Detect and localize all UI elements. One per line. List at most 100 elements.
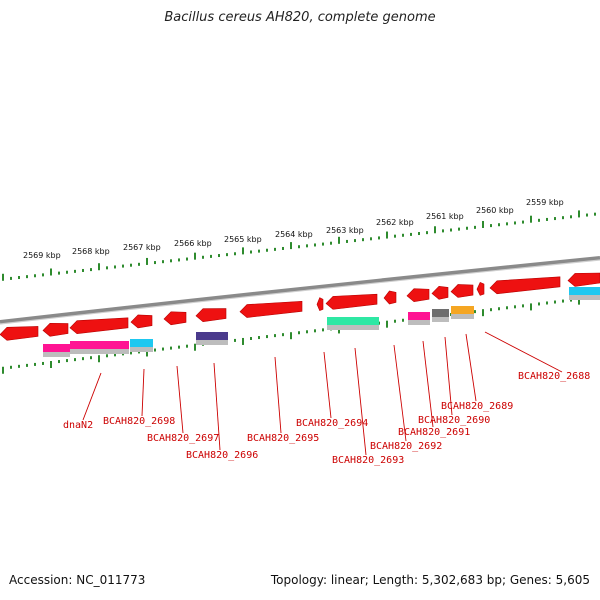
outer-tick: [418, 232, 420, 236]
outer-tick: [354, 239, 356, 243]
gene-label: BCAH820_2696: [186, 450, 258, 461]
leader-line: [82, 372, 102, 421]
inner-tick: [234, 338, 236, 342]
inner-tick: [74, 358, 76, 362]
outer-tick: [122, 264, 124, 268]
gene-arrow[interactable]: [406, 288, 430, 302]
outer-tick: [66, 270, 68, 274]
outer-tick: [42, 273, 44, 277]
inner-tick: [266, 335, 268, 339]
outer-tick-track: [2, 210, 596, 281]
topology-text: Topology: linear; Length: 5,302,683 bp; …: [270, 573, 590, 587]
inner-tick: [402, 318, 404, 322]
inner-tick: [34, 362, 36, 366]
inner-tick: [106, 354, 108, 358]
outer-tick: [106, 266, 108, 270]
outer-tick: [282, 246, 284, 250]
cog-track: [43, 287, 600, 357]
inner-tick: [482, 309, 484, 317]
leader-line: [444, 336, 453, 416]
map-title: Bacillus cereus AH820, complete genome: [164, 10, 436, 25]
outer-tick: [314, 243, 316, 247]
outer-tick: [514, 221, 516, 225]
gene-labels: dnaN2 BCAH820_2698 BCAH820_2697 BCAH820_269…: [63, 371, 590, 466]
inner-tick: [538, 302, 540, 306]
gene-arrow[interactable]: [450, 284, 474, 298]
inner-tick: [162, 347, 164, 351]
gene-arrow[interactable]: [0, 326, 39, 341]
outer-tick: [202, 255, 204, 259]
gene-arrow[interactable]: [130, 314, 153, 329]
inner-tick: [82, 357, 84, 361]
inner-tick: [98, 355, 100, 363]
inner-tick: [42, 361, 44, 365]
gene-arrow[interactable]: [239, 300, 303, 318]
cog-block: [432, 309, 449, 317]
outer-tick: [266, 248, 268, 252]
gene-arrow[interactable]: [476, 281, 485, 296]
cog-block: [70, 341, 129, 349]
leader-line: [393, 344, 407, 442]
outer-tick: [34, 274, 36, 278]
inner-tick: [282, 333, 284, 337]
gene-arrow[interactable]: [489, 276, 561, 295]
cog-shadow: [432, 317, 449, 322]
gene-arrow[interactable]: [316, 297, 324, 312]
inner-tick: [578, 297, 580, 305]
outer-tick: [26, 275, 28, 279]
gene-arrow[interactable]: [195, 308, 227, 323]
outer-tick: [522, 220, 524, 224]
outer-tick: [194, 252, 196, 260]
inner-tick: [130, 351, 132, 355]
leader-line: [484, 331, 563, 373]
inner-tick: [50, 361, 52, 368]
gene-arrow[interactable]: [325, 293, 378, 310]
inner-tick: [66, 359, 68, 363]
outer-tick: [154, 261, 156, 265]
scale-label: 2562 kbp: [376, 218, 414, 227]
outer-tick: [506, 222, 508, 226]
outer-tick: [490, 224, 492, 228]
outer-tick: [186, 257, 188, 261]
gene-arrow[interactable]: [383, 290, 397, 305]
inner-tick: [178, 345, 180, 349]
gene-label: BCAH820_2691: [398, 427, 470, 438]
gene-label: BCAH820_2698: [103, 416, 175, 427]
cog-block: [451, 306, 474, 314]
inner-tick: [170, 346, 172, 350]
inner-tick: [554, 300, 556, 304]
gene-arrow[interactable]: [69, 317, 129, 334]
outer-tick: [162, 260, 164, 264]
cog-block: [196, 332, 228, 340]
gene-arrow[interactable]: [567, 272, 600, 287]
outer-tick: [98, 263, 100, 271]
outer-tick: [226, 253, 228, 257]
inner-tick: [18, 364, 20, 368]
outer-tick: [290, 242, 292, 250]
inner-tick: [394, 319, 396, 323]
inner-tick: [490, 308, 492, 312]
outer-tick: [114, 265, 116, 269]
outer-tick: [178, 258, 180, 262]
inner-tick: [546, 301, 548, 305]
outer-tick: [554, 217, 556, 221]
cog-shadow: [327, 325, 379, 330]
cog-block: [130, 339, 153, 347]
gene-arrow[interactable]: [163, 311, 187, 326]
outer-tick: [482, 220, 484, 228]
gene-arrow[interactable]: [42, 322, 69, 337]
outer-tick: [530, 215, 532, 223]
outer-tick: [410, 232, 412, 236]
outer-tick: [218, 254, 220, 258]
scale-label: 2561 kbp: [426, 212, 464, 221]
outer-tick: [10, 276, 12, 280]
scale-label: 2569 kbp: [23, 251, 61, 260]
scale-label: 2568 kbp: [72, 247, 110, 256]
outer-tick: [74, 269, 76, 273]
gene-track[interactable]: [0, 272, 600, 341]
gene-arrow[interactable]: [431, 285, 449, 300]
inner-tick: [322, 328, 324, 332]
gene-label: BCAH820_2693: [332, 455, 404, 466]
outer-tick: [386, 231, 388, 239]
